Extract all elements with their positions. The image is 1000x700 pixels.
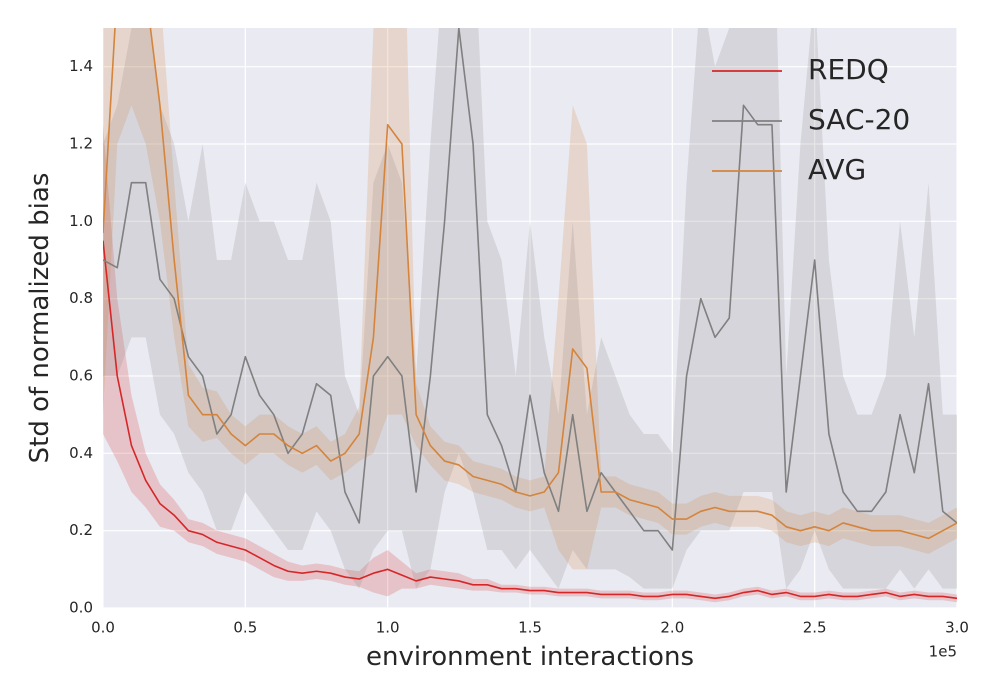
y-tick-label: 1.2 — [69, 135, 93, 153]
x-tick-label: 1.0 — [376, 619, 400, 637]
y-axis-label: Std of normalized bias — [25, 173, 55, 464]
confidence-band — [103, 28, 957, 589]
y-tick-label: 0.6 — [69, 367, 93, 385]
y-tick-label: 0.8 — [69, 289, 93, 307]
x-axis-label: environment interactions — [366, 642, 694, 672]
series-line — [103, 28, 957, 551]
y-tick-label: 0.0 — [69, 599, 93, 617]
x-tick-label: 2.5 — [803, 619, 827, 637]
y-tick-label: 0.4 — [69, 444, 93, 462]
labels: 0.0 0.5 1.0 1.5 2.0 2.5 3.0 0.0 0.2 0.4 0.6 0.8 1.0 1… — [69, 57, 969, 636]
series-line — [103, 240, 957, 600]
bands — [103, 28, 957, 603]
y-tick-label: 1.0 — [69, 212, 93, 230]
x-tick-label: 3.0 — [945, 619, 969, 637]
lines — [103, 28, 957, 600]
y-tick-label: 1.4 — [69, 57, 93, 75]
series-line — [103, 28, 957, 540]
legend-label: REDQ — [808, 53, 889, 86]
legend: REDQ SAC-20 AVG — [712, 53, 910, 186]
x-offset-label: 1e5 — [929, 643, 957, 661]
x-tick-label: 2.0 — [660, 619, 684, 637]
legend-label: AVG — [808, 153, 866, 186]
x-tick-label: 0.5 — [233, 619, 257, 637]
confidence-band — [103, 28, 957, 570]
y-tick-label: 0.2 — [69, 521, 93, 539]
x-tick-label: 1.5 — [518, 619, 542, 637]
legend-label: SAC-20 — [808, 103, 910, 136]
x-tick-label: 0.0 — [91, 619, 115, 637]
